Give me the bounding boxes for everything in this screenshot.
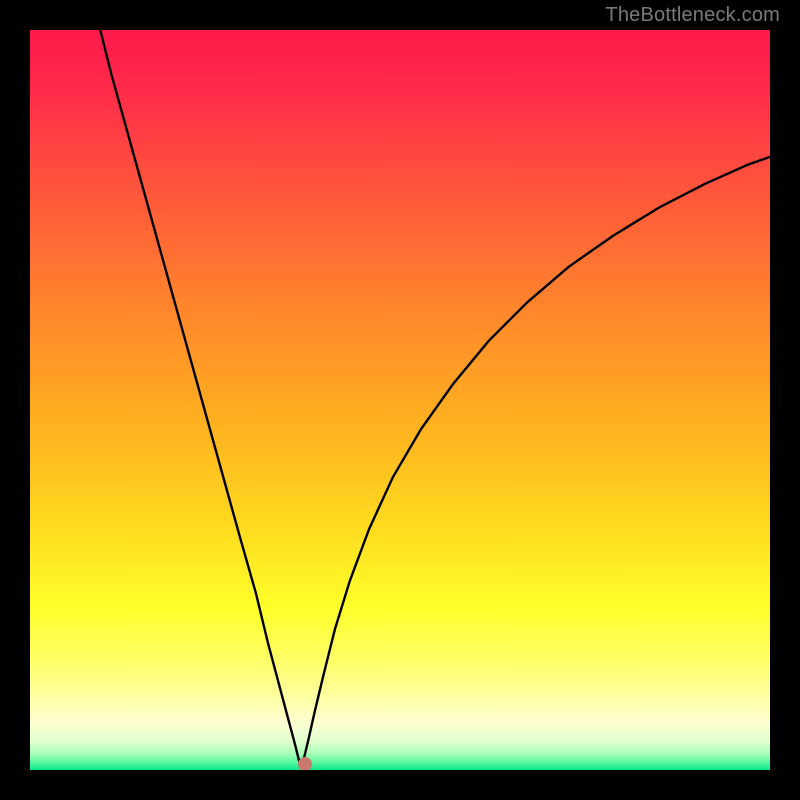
watermark-text: TheBottleneck.com xyxy=(605,4,780,27)
plot-area xyxy=(30,30,770,770)
bottleneck-curve xyxy=(30,30,770,770)
minimum-marker xyxy=(298,757,312,770)
